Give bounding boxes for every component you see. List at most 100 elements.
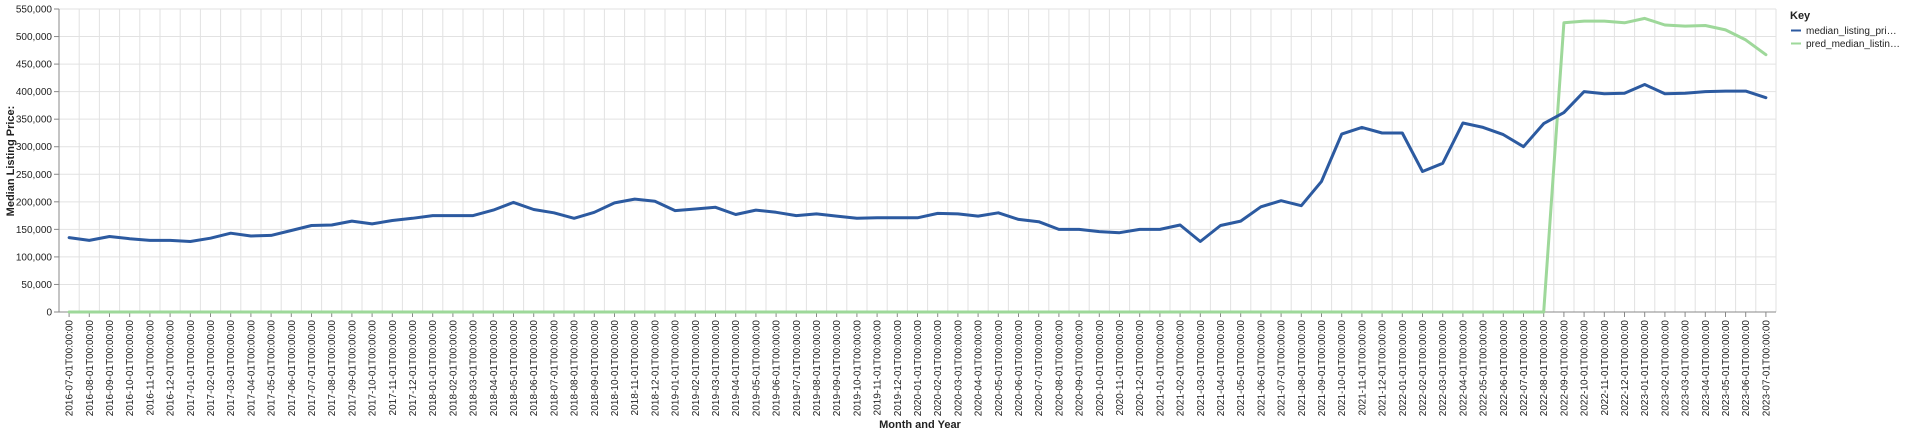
x-tick-label: 2022-07-01T00:00:00 — [1519, 320, 1530, 417]
y-axis: 0 50,000 100,000 150,000 200,000 250,000 300,0… — [16, 5, 60, 319]
x-tick-label: 2019-08-01T00:00:00 — [812, 320, 823, 417]
x-tick-label: 2022-03-01T00:00:00 — [1438, 320, 1449, 417]
x-tick-label: 2019-04-01T00:00:00 — [731, 320, 742, 417]
x-tick-label: 2022-10-01T00:00:00 — [1580, 320, 1591, 417]
x-tick-label: 2022-06-01T00:00:00 — [1499, 320, 1510, 417]
x-axis-title: Month and Year — [879, 419, 961, 431]
legend-label: pred_median_listin… — [1806, 39, 1900, 50]
x-tick-label: 2020-11-01T00:00:00 — [1115, 320, 1126, 416]
x-tick-label: 2018-09-01T00:00:00 — [590, 320, 601, 417]
y-tick-label: 500,000 — [16, 32, 53, 43]
x-tick-label: 2020-03-01T00:00:00 — [953, 320, 964, 417]
x-tick-label: 2019-02-01T00:00:00 — [691, 320, 702, 417]
y-tick-label: 0 — [46, 308, 52, 319]
x-tick-label: 2019-09-01T00:00:00 — [832, 320, 843, 417]
x-tick-label: 2022-02-01T00:00:00 — [1418, 320, 1429, 417]
x-tick-label: 2021-11-01T00:00:00 — [1357, 320, 1368, 416]
legend-title: Key — [1790, 10, 1811, 22]
x-tick-label: 2021-07-01T00:00:00 — [1277, 320, 1288, 417]
x-tick-label: 2017-04-01T00:00:00 — [246, 320, 257, 417]
y-tick-label: 100,000 — [16, 252, 53, 263]
series-line-pred-median-listing-price — [67, 16, 1768, 314]
x-tick-label: 2021-03-01T00:00:00 — [1196, 320, 1207, 417]
x-tick-label: 2020-10-01T00:00:00 — [1095, 320, 1106, 417]
y-tick-label: 350,000 — [16, 115, 53, 126]
x-tick-label: 2020-05-01T00:00:00 — [994, 320, 1005, 417]
x-tick-label: 2019-06-01T00:00:00 — [772, 320, 783, 417]
x-tick-label: 2022-01-01T00:00:00 — [1398, 320, 1409, 417]
x-tick-label: 2016-08-01T00:00:00 — [85, 320, 96, 417]
x-tick-label: 2020-02-01T00:00:00 — [933, 320, 944, 417]
x-tick-label: 2017-12-01T00:00:00 — [408, 320, 419, 417]
x-tick-label: 2020-07-01T00:00:00 — [1034, 320, 1045, 417]
x-tick-label: 2020-08-01T00:00:00 — [1054, 320, 1065, 417]
x-tick-label: 2018-04-01T00:00:00 — [489, 320, 500, 417]
x-tick-label: 2018-11-01T00:00:00 — [630, 320, 641, 416]
x-tick-label: 2023-05-01T00:00:00 — [1721, 320, 1732, 417]
x-axis: 2016-07-01T00:00:00 2016-08-01T00:00:00 20… — [59, 311, 1776, 417]
y-tick-label: 300,000 — [16, 142, 53, 153]
x-tick-label: 2020-01-01T00:00:00 — [913, 320, 924, 417]
x-tick-label: 2016-09-01T00:00:00 — [105, 320, 116, 417]
x-tick-label: 2021-10-01T00:00:00 — [1337, 320, 1348, 417]
x-tick-label: 2022-04-01T00:00:00 — [1458, 320, 1469, 417]
x-tick-label: 2023-06-01T00:00:00 — [1741, 320, 1752, 417]
x-tick-label: 2018-12-01T00:00:00 — [650, 320, 661, 417]
x-tick-label: 2019-12-01T00:00:00 — [893, 320, 904, 417]
x-tick-label: 2022-05-01T00:00:00 — [1479, 320, 1490, 417]
x-tick-label: 2019-01-01T00:00:00 — [671, 320, 682, 417]
legend-label: median_listing_pri… — [1806, 26, 1897, 37]
x-tick-label: 2017-01-01T00:00:00 — [186, 320, 197, 417]
x-tick-label: 2023-02-01T00:00:00 — [1660, 320, 1671, 417]
x-tick-label: 2020-12-01T00:00:00 — [1135, 320, 1146, 417]
x-tick-label: 2021-12-01T00:00:00 — [1378, 320, 1389, 417]
y-tick-label: 50,000 — [21, 280, 52, 291]
x-tick-label: 2021-08-01T00:00:00 — [1297, 320, 1308, 417]
x-tick-label: 2022-08-01T00:00:00 — [1539, 320, 1550, 417]
x-tick-label: 2020-04-01T00:00:00 — [974, 320, 985, 417]
x-tick-label: 2017-11-01T00:00:00 — [388, 320, 399, 416]
y-tick-label: 400,000 — [16, 87, 53, 98]
series-line-median-listing-price — [67, 83, 1768, 243]
x-tick-label: 2020-06-01T00:00:00 — [1014, 320, 1025, 417]
x-tick-label: 2017-05-01T00:00:00 — [267, 320, 278, 417]
x-tick-label: 2023-03-01T00:00:00 — [1681, 320, 1692, 417]
x-tick-label: 2019-10-01T00:00:00 — [852, 320, 863, 417]
x-tick-label: 2016-10-01T00:00:00 — [125, 320, 136, 417]
x-tick-label: 2023-01-01T00:00:00 — [1640, 320, 1651, 417]
x-tick-label: 2022-12-01T00:00:00 — [1620, 320, 1631, 417]
x-tick-label: 2018-03-01T00:00:00 — [469, 320, 480, 417]
x-tick-label: 2018-05-01T00:00:00 — [509, 320, 520, 417]
x-tick-label: 2017-09-01T00:00:00 — [347, 320, 358, 417]
x-tick-label: 2021-01-01T00:00:00 — [1155, 320, 1166, 417]
x-tick-label: 2019-03-01T00:00:00 — [711, 320, 722, 417]
x-tick-label: 2016-11-01T00:00:00 — [145, 320, 156, 416]
x-tick-label: 2016-12-01T00:00:00 — [166, 320, 177, 417]
x-tick-label: 2021-06-01T00:00:00 — [1256, 320, 1267, 417]
legend: Key median_listing_pri… pred_median_listi… — [1790, 10, 1900, 50]
x-tick-label: 2016-07-01T00:00:00 — [65, 320, 76, 417]
x-tick-label: 2017-03-01T00:00:00 — [226, 320, 237, 417]
y-tick-label: 550,000 — [16, 5, 53, 16]
x-tick-label: 2023-07-01T00:00:00 — [1761, 320, 1772, 417]
y-axis-title: Median Listing Price: — [5, 106, 17, 217]
x-tick-label: 2017-10-01T00:00:00 — [368, 320, 379, 417]
y-tick-label: 150,000 — [16, 225, 53, 236]
x-tick-label: 2018-08-01T00:00:00 — [570, 320, 581, 417]
grid-layer — [58, 8, 1777, 313]
x-tick-label: 2022-09-01T00:00:00 — [1559, 320, 1570, 417]
x-tick-label: 2021-05-01T00:00:00 — [1236, 320, 1247, 417]
y-tick-label: 450,000 — [16, 60, 53, 71]
x-tick-label: 2021-09-01T00:00:00 — [1317, 320, 1328, 417]
x-tick-label: 2022-11-01T00:00:00 — [1600, 320, 1611, 416]
x-tick-label: 2018-07-01T00:00:00 — [549, 320, 560, 417]
x-tick-label: 2019-07-01T00:00:00 — [792, 320, 803, 417]
y-tick-label: 200,000 — [16, 197, 53, 208]
x-tick-label: 2017-02-01T00:00:00 — [206, 320, 217, 417]
x-tick-label: 2019-05-01T00:00:00 — [751, 320, 762, 417]
x-tick-label: 2018-10-01T00:00:00 — [610, 320, 621, 417]
x-tick-label: 2017-08-01T00:00:00 — [327, 320, 338, 417]
x-tick-label: 2017-07-01T00:00:00 — [307, 320, 318, 417]
